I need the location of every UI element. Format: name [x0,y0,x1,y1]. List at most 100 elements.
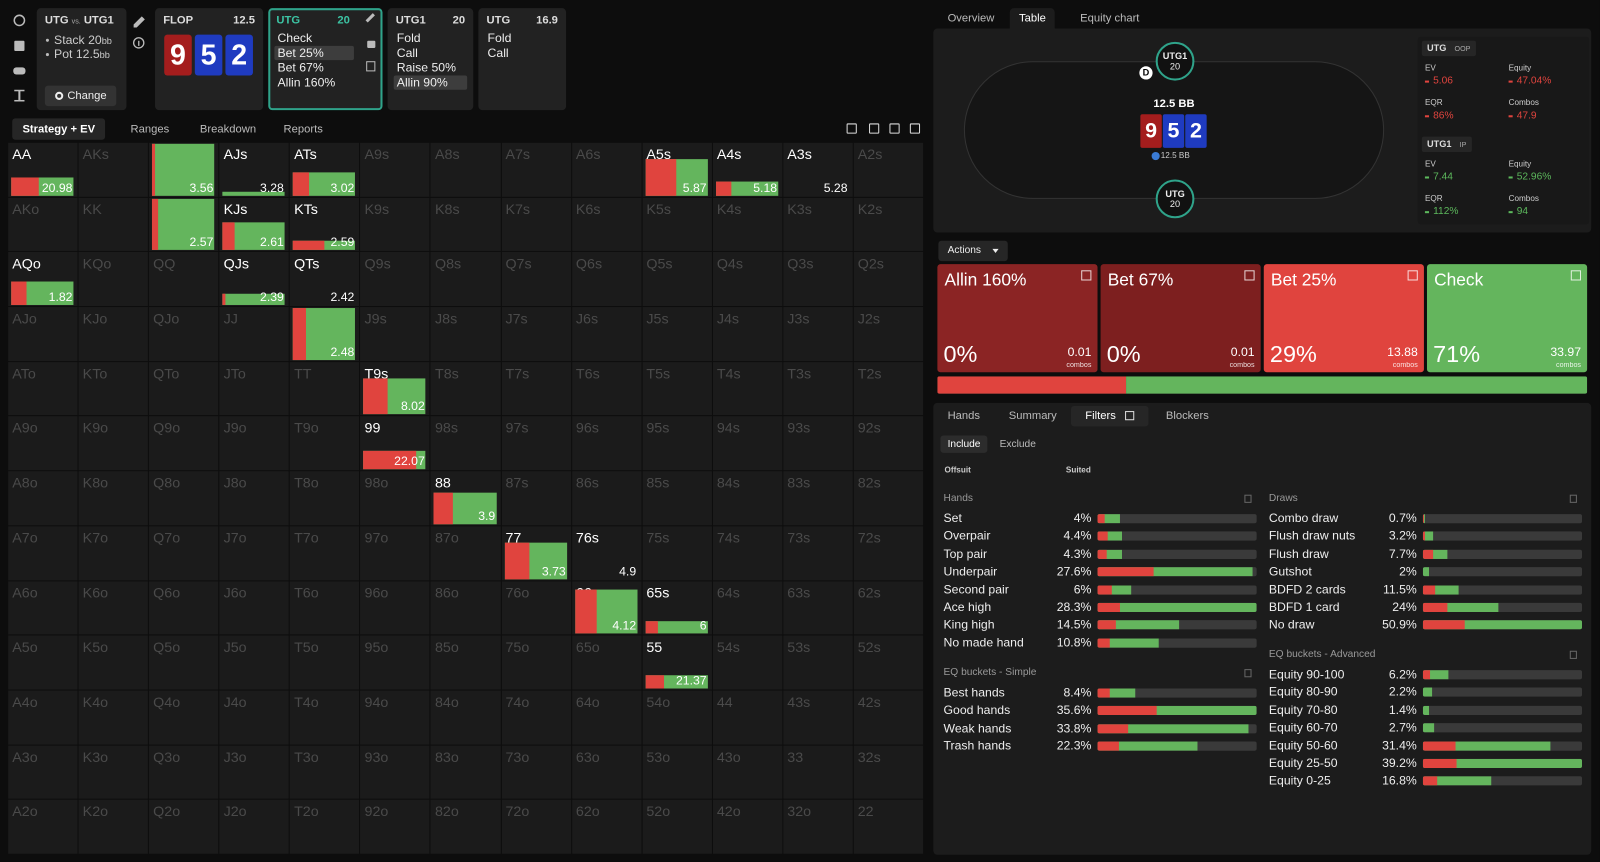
hand-cell[interactable]: Q2s [853,252,924,307]
hand-cell[interactable]: 99 22.07 [360,416,430,471]
seat[interactable]: UTG1 20 [1155,41,1195,81]
view-tab[interactable]: Equity chart [1080,12,1140,25]
hand-cell[interactable]: 62s [853,580,924,635]
hand-cell[interactable]: A5s 5.87 [642,142,712,197]
view-icon[interactable] [869,123,880,134]
hand-cell[interactable]: Q3s [783,252,853,307]
hand-cell[interactable]: 94s [712,416,783,471]
hand-cell[interactable]: A9o [8,416,78,471]
hand-cell[interactable]: AJo [8,307,78,361]
hand-cell[interactable]: K2s [853,197,924,252]
hand-cell[interactable]: Q8o [149,471,219,526]
hand-cell[interactable]: A8s [430,142,501,197]
hand-cell[interactable]: 63s [783,580,853,635]
player-panel[interactable]: UTG 20 Check Bet 25% Bet 67% Allin 160% [268,8,383,111]
hand-cell[interactable]: QTs 2.42 [289,252,360,307]
matrix-tab[interactable]: Reports [283,123,323,136]
hand-cell[interactable]: 95s [642,416,712,471]
hand-cell[interactable]: T2o [289,799,360,854]
hand-cell[interactable]: K7s [501,197,571,252]
hand-cell[interactable]: T9o [289,416,360,471]
hand-cell[interactable]: 82s [853,471,924,526]
hand-cell[interactable]: J8s [430,307,501,361]
filter-tab[interactable]: Filters [1071,405,1149,427]
hand-cell[interactable]: 97s [501,416,571,471]
player-action[interactable]: Raise 50% [396,60,456,75]
hand-cell[interactable]: K7o [78,526,149,580]
hand-cell[interactable]: A2s [853,142,924,197]
hand-cell[interactable]: A6s [571,142,642,197]
action-card[interactable]: Check 71% 33.97 combos [1426,264,1588,373]
hand-cell[interactable]: Q7o [149,526,219,580]
hand-cell[interactable]: 83s [783,471,853,526]
hand-cell[interactable]: K6o [78,580,149,635]
hand-cell[interactable]: 76o [501,580,571,635]
hand-cell[interactable]: 87o [430,526,501,580]
hand-cell[interactable]: J4s [712,307,783,361]
hand-cell[interactable]: 75s [642,526,712,580]
action-card[interactable]: Bet 67% 0% 0.01 combos [1100,264,1261,373]
hand-cell[interactable]: K6s [571,197,642,252]
hand-cell[interactable]: T5o [289,635,360,690]
hand-cell[interactable]: K5s [642,197,712,252]
hand-cell[interactable]: TT [289,361,360,416]
change-button[interactable]: Change [44,85,117,107]
hand-cell[interactable]: 77 3.73 [501,526,571,580]
hand-cell[interactable]: J9s [360,307,430,361]
player-action[interactable]: Call [487,45,509,60]
hand-cell[interactable]: 55 21.37 [642,635,712,690]
hand-cell[interactable]: 54o [642,690,712,745]
hand-cell[interactable]: 42s [853,690,924,745]
hand-cell[interactable]: 64s [712,580,783,635]
hand-cell[interactable]: A3o [8,745,78,799]
hand-cell[interactable]: T6s [571,361,642,416]
hand-cell[interactable]: KK [78,197,149,252]
hand-cell[interactable]: ATs 3.02 [289,142,360,197]
hand-cell[interactable]: 97o [360,526,430,580]
hand-cell[interactable]: 82o [430,799,501,854]
hand-cell[interactable]: 32s [853,745,924,799]
hand-cell[interactable]: A7o [8,526,78,580]
hand-cell[interactable]: J2o [219,799,289,854]
hand-cell[interactable]: 96s [571,416,642,471]
hand-cell[interactable]: 95o [360,635,430,690]
view-tab[interactable]: Table [1009,8,1055,29]
hand-cell[interactable]: J3o [219,745,289,799]
hand-cell[interactable]: 44 [712,690,783,745]
player-action[interactable]: Bet 25% [274,45,354,60]
hand-cell[interactable]: KJs 2.61 [219,197,289,252]
hand-cell[interactable]: 73s [783,526,853,580]
hand-cell[interactable]: 92o [360,799,430,854]
filter-tab[interactable]: Hands [938,406,989,426]
hand-cell[interactable]: J3s [783,307,853,361]
hand-cell[interactable]: Q4o [149,690,219,745]
hand-cell[interactable]: AQo 1.82 [8,252,78,307]
hand-cell[interactable]: K8o [78,471,149,526]
hand-cell[interactable]: 53s [783,635,853,690]
hand-cell[interactable]: 87s [501,471,571,526]
hand-cell[interactable]: 73o [501,745,571,799]
action-card[interactable]: Bet 25% 29% 13.88 combos [1263,264,1424,373]
filter-mode[interactable]: Include [940,435,988,453]
hand-cell[interactable]: 54s [712,635,783,690]
hand-cell[interactable]: KQo [78,252,149,307]
hand-cell[interactable]: AQs3.56 [149,142,219,197]
hand-cell[interactable]: 22 [853,799,924,854]
hand-cell[interactable]: 65s 6 [642,580,712,635]
hand-cell[interactable]: 92s [853,416,924,471]
player-action[interactable]: Bet 67% [277,60,324,75]
hand-cell[interactable]: T8o [289,471,360,526]
player-action[interactable]: Check [277,30,313,45]
hand-cell[interactable]: J6o [219,580,289,635]
hand-cell[interactable]: J8o [219,471,289,526]
hand-cell[interactable]: AJs 3.28 [219,142,289,197]
hand-cell[interactable]: K5o [78,635,149,690]
hand-cell[interactable]: QJs 2.39 [219,252,289,307]
hand-cell[interactable]: J5s [642,307,712,361]
hand-cell[interactable]: 98o [360,471,430,526]
player-action[interactable]: Fold [487,30,512,45]
hand-cell[interactable]: 53o [642,745,712,799]
hand-cell[interactable]: Q6s [571,252,642,307]
matrix-tab[interactable]: Ranges [130,123,170,136]
hand-cell[interactable]: 43s [783,690,853,745]
